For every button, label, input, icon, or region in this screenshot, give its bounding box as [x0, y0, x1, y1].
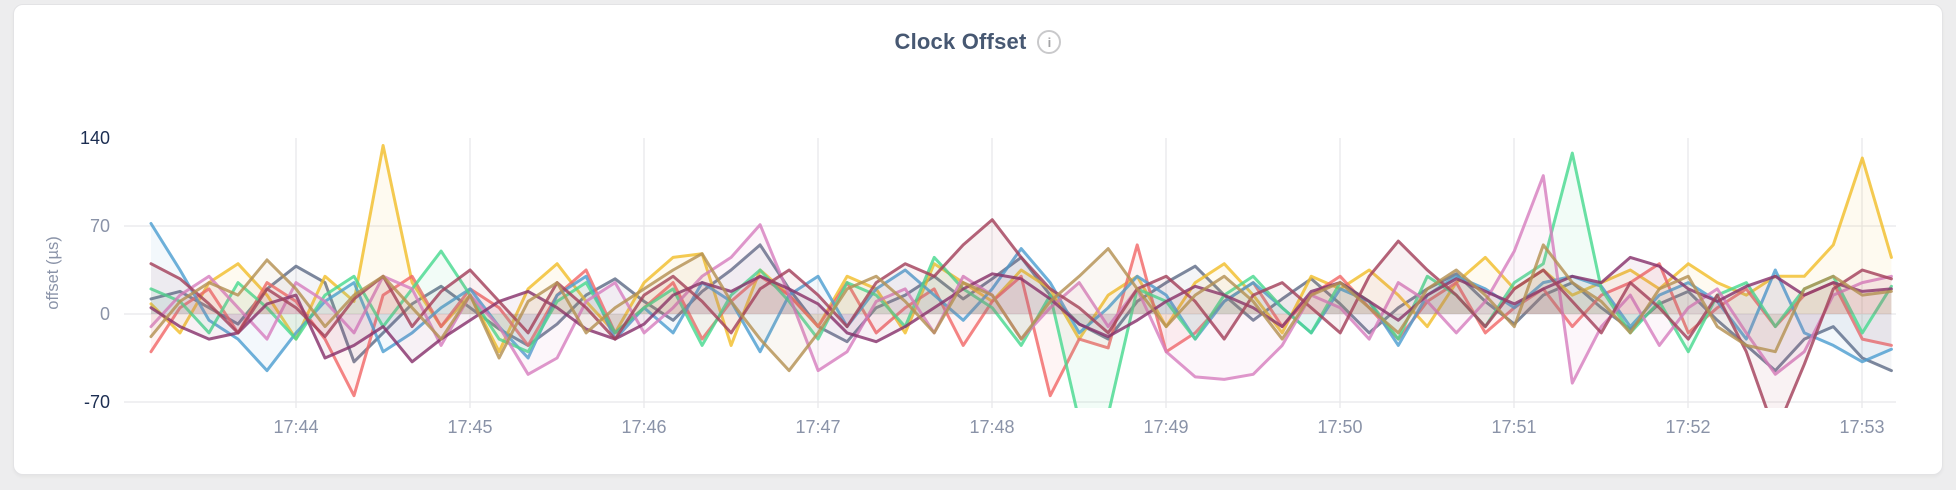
- series-area-series-5: [151, 153, 1892, 408]
- x-tick-17:45: 17:45: [447, 417, 492, 437]
- x-tick-17:47: 17:47: [795, 417, 840, 437]
- clock-offset-card: Clock Offset i 140 70 0 -70 17:44 17:45 17:46 1…: [13, 4, 1943, 475]
- x-tick-17:46: 17:46: [621, 417, 666, 437]
- x-tick-17:48: 17:48: [969, 417, 1014, 437]
- y-axis-title: offset (µs): [44, 236, 62, 309]
- x-tick-17:49: 17:49: [1143, 417, 1188, 437]
- series-area-series-2: [151, 145, 1892, 352]
- x-tick-17:51: 17:51: [1491, 417, 1536, 437]
- series-line-series-8: [149, 218, 1893, 408]
- series-area-series-7: [151, 257, 1892, 362]
- series-line-series-5: [149, 151, 1893, 408]
- y-tick--70: -70: [84, 392, 110, 412]
- series-area-series-9: [151, 244, 1892, 371]
- info-icon[interactable]: i: [1037, 30, 1062, 54]
- y-tick-70: 70: [90, 216, 110, 236]
- chart-title: Clock Offset: [894, 29, 1027, 54]
- series-area-series-8: [151, 219, 1892, 408]
- x-tick-17:52: 17:52: [1665, 417, 1710, 437]
- x-tick-17:50: 17:50: [1317, 417, 1362, 437]
- x-tick-17:44: 17:44: [273, 417, 318, 437]
- y-tick-140: 140: [80, 128, 110, 148]
- plot-area[interactable]: [149, 144, 1893, 434]
- x-tick-17:53: 17:53: [1839, 417, 1884, 437]
- y-tick-0: 0: [100, 304, 110, 324]
- clock-offset-chart[interactable]: 140 70 0 -70 17:44 17:45 17:46 17:47 17:48 17:49 1…: [14, 5, 1943, 474]
- chart-header: Clock Offset i: [14, 5, 1942, 55]
- series-line-series-3: [149, 243, 1893, 398]
- series-line-series-9: [149, 243, 1893, 373]
- series-area-series-4: [151, 223, 1892, 371]
